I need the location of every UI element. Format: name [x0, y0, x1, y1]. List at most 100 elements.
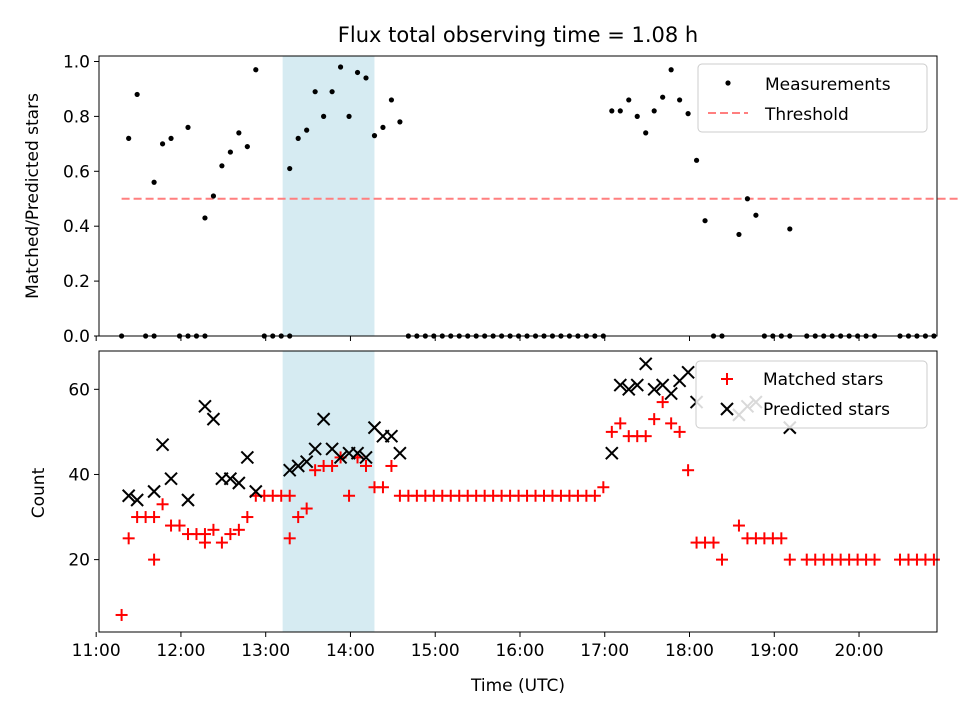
top-y-tick-label: 0.0	[63, 327, 90, 347]
measurement-point	[337, 64, 344, 70]
top-highlight-span	[282, 56, 375, 336]
measurement-point	[371, 133, 378, 139]
measurement-point	[244, 143, 250, 150]
top-axes-frame	[98, 55, 938, 337]
predicted-star-marker	[206, 412, 221, 426]
legend-label-measurements: Measurements	[765, 75, 891, 95]
measurement-point	[227, 149, 233, 155]
predicted-star-marker	[308, 442, 322, 456]
top-y-tick-label: 0.2	[63, 272, 90, 292]
matched-star-marker	[283, 532, 296, 545]
matched-star-marker	[588, 489, 601, 502]
measurement-point	[617, 108, 623, 114]
matched-star-marker	[343, 489, 356, 502]
matched-star-marker	[605, 425, 618, 438]
matched-star-marker	[148, 511, 161, 524]
predicted-star-marker	[147, 484, 161, 499]
measurement-point	[295, 135, 301, 141]
measurement-point	[660, 94, 666, 100]
x-tick-label: 18:00	[665, 641, 714, 661]
matched-star-marker	[326, 459, 339, 472]
predicted-star-marker	[350, 446, 365, 460]
matched-star-marker	[309, 464, 322, 477]
measurement-point	[219, 163, 225, 169]
predicted-star-marker	[359, 450, 373, 465]
bottom-plot-marks	[115, 357, 940, 621]
measurement-point	[380, 124, 386, 130]
x-tick-label: 20:00	[835, 641, 884, 661]
bottom-legend-box	[695, 360, 928, 429]
predicted-star-marker	[291, 459, 305, 473]
x-tick-label: 14:00	[326, 641, 375, 661]
predicted-star-marker	[622, 382, 636, 397]
legend-label-matched-stars: Matched stars	[763, 370, 883, 390]
measurement-point	[609, 108, 615, 114]
matched-star-marker	[775, 532, 788, 545]
measurement-point	[253, 67, 259, 73]
matched-star-marker	[360, 459, 373, 472]
measurement-point	[126, 135, 132, 141]
matched-star-marker	[707, 536, 720, 549]
measurement-point	[210, 193, 217, 199]
predicted-star-marker	[639, 357, 653, 371]
predicted-star-marker	[283, 463, 297, 477]
x-tick-label: 17:00	[580, 641, 629, 661]
top-y-tick-label: 0.8	[63, 107, 90, 127]
top-x-ticks	[95, 336, 860, 341]
matched-star-marker	[300, 502, 313, 515]
measurement-point	[159, 141, 166, 147]
measurement-point	[168, 135, 174, 141]
measurement-point	[397, 119, 403, 125]
x-tick-label: 11:00	[72, 641, 121, 661]
predicted-star-marker	[384, 429, 399, 443]
bottom-y-ticks: 20 40 60	[68, 380, 99, 571]
measurement-point	[634, 113, 640, 119]
matched-star-marker	[156, 498, 169, 511]
measurement-point	[312, 89, 318, 95]
measurement-point	[134, 91, 140, 98]
predicted-star-marker	[232, 476, 246, 490]
measurement-point	[236, 130, 242, 136]
matched-star-marker	[673, 425, 686, 438]
predicted-star-marker	[198, 399, 212, 414]
matched-star-marker	[198, 536, 211, 549]
matched-star-marker	[614, 417, 627, 430]
matched-star-marker	[207, 523, 220, 536]
bottom-axes-frame	[98, 350, 938, 633]
predicted-star-marker	[181, 493, 195, 507]
measurement-point	[287, 165, 293, 172]
predicted-star-marker	[299, 454, 314, 469]
measurement-point	[388, 97, 395, 103]
measurement-point	[643, 130, 649, 136]
top-y-axis-label: Matched/Predicted stars	[23, 93, 43, 299]
predicted-star-marker	[240, 450, 255, 465]
x-tick-label: 12:00	[156, 641, 205, 661]
legend-marker-measurements	[725, 80, 731, 86]
matched-star-marker	[732, 519, 745, 532]
measurement-point	[736, 231, 742, 238]
matched-star-marker	[292, 511, 305, 524]
measurement-point	[668, 67, 674, 73]
predicted-star-marker	[630, 378, 644, 392]
top-legend: Measurements Threshold	[697, 63, 928, 133]
matched-star-marker	[232, 523, 245, 536]
matched-star-marker	[148, 553, 161, 566]
chart-title: Flux total observing time = 1.08 h	[338, 23, 698, 47]
x-tick-label: 15:00	[411, 641, 460, 661]
measurement-point	[744, 196, 751, 202]
predicted-star-marker	[647, 382, 661, 397]
matched-star-marker	[115, 608, 128, 621]
matched-star-marker	[648, 413, 661, 426]
matched-star-marker	[665, 417, 678, 430]
legend-marker-matched-stars	[721, 373, 733, 385]
matched-star-marker	[716, 553, 729, 566]
matched-star-marker	[656, 396, 669, 409]
matched-star-marker	[597, 481, 610, 494]
predicted-star-marker	[664, 386, 678, 401]
matched-star-marker	[639, 430, 652, 443]
measurement-point	[354, 69, 361, 76]
x-tick-label: 13:00	[241, 641, 290, 661]
measurement-point	[346, 113, 352, 119]
matched-star-marker	[215, 536, 228, 549]
